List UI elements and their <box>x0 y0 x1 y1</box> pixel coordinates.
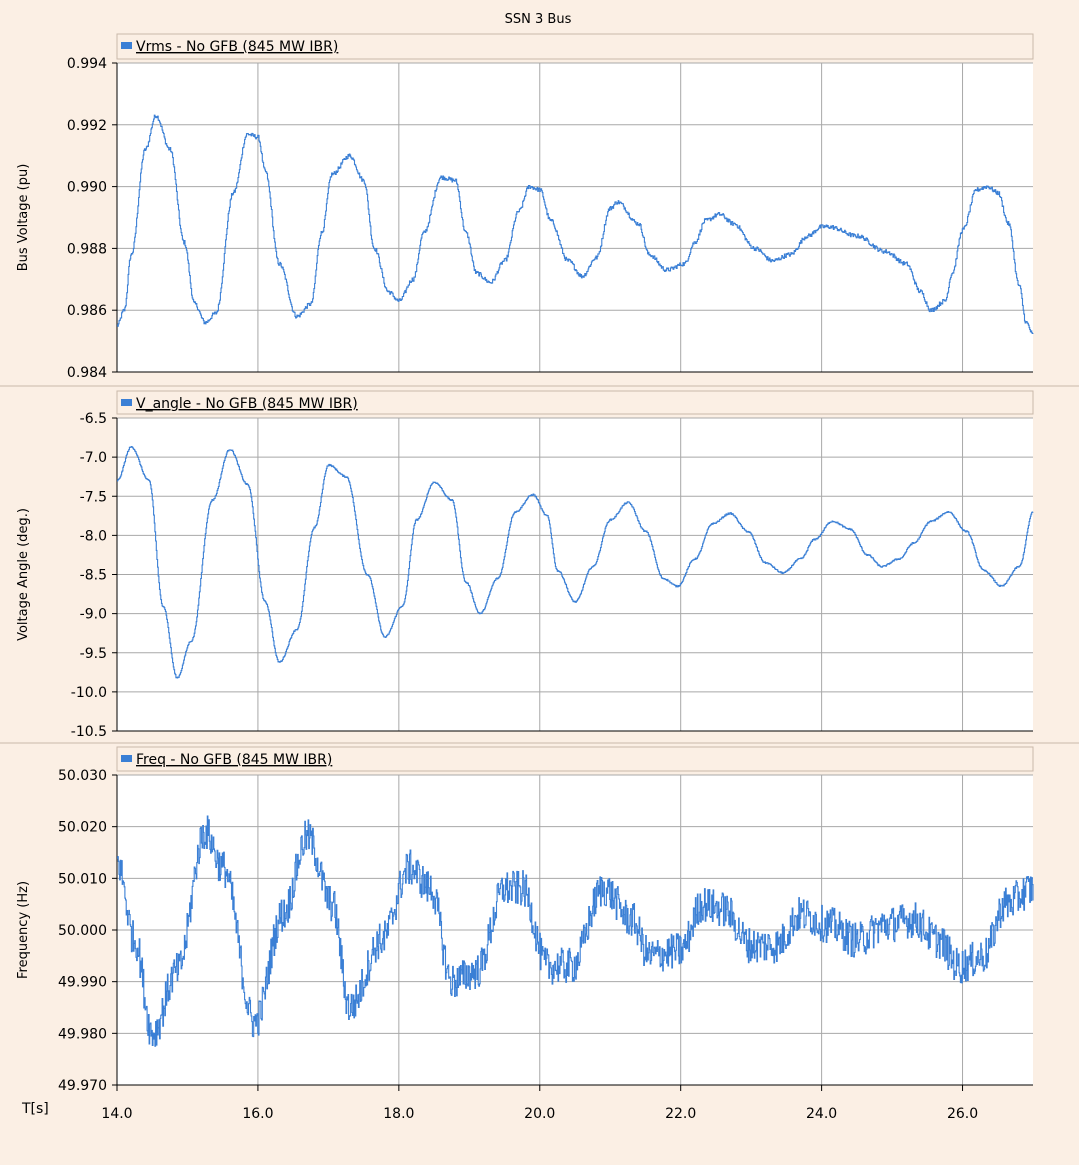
chart-panel-2: V_angle - No GFB (845 MW IBR) -6.5 -7.0 -7.… <box>16 390 1034 740</box>
y-tick-label: -9.0 <box>80 607 107 623</box>
y-tick-label: 0.986 <box>67 303 107 319</box>
plot-area <box>117 63 1033 372</box>
y-axis-label: Bus Voltage (pu) <box>16 164 31 272</box>
series-line <box>117 114 1034 335</box>
series-line <box>117 815 1034 1047</box>
y-tick-label: 0.992 <box>67 118 107 134</box>
y-tick-label: 50.000 <box>58 923 107 939</box>
y-tick-label: 50.030 <box>58 768 107 784</box>
y-tick-label: -8.5 <box>80 568 107 584</box>
y-tick-label: -10.5 <box>71 724 107 740</box>
chart-panel-3: Freq - No GFB (845 MW IBR) 50.030 50.020 50… <box>16 746 1034 1094</box>
legend-box <box>116 390 1034 415</box>
y-tick-label: 49.980 <box>58 1026 107 1042</box>
x-tick-label: 26.0 <box>947 1106 978 1122</box>
y-tick-label: -8.0 <box>80 528 107 544</box>
y-tick-label: 0.990 <box>67 180 107 196</box>
y-tick-label: 49.970 <box>58 1078 107 1094</box>
x-tick-label: 14.0 <box>101 1106 132 1122</box>
x-tick-label: 20.0 <box>524 1106 555 1122</box>
y-tick-label: 50.010 <box>58 871 107 887</box>
legend-swatch <box>121 399 132 406</box>
y-tick-label: -7.0 <box>80 450 107 466</box>
x-axis-label: T[s] <box>21 1101 49 1117</box>
series-line <box>117 446 1034 679</box>
y-tick-label: -7.5 <box>80 489 107 505</box>
y-tick-label: 0.988 <box>67 241 107 257</box>
legend-box <box>116 746 1034 772</box>
y-axis-label: Frequency (Hz) <box>16 881 31 979</box>
x-tick-label: 18.0 <box>383 1106 414 1122</box>
window-title: SSN 3 Bus <box>505 12 572 27</box>
legend-entry[interactable]: Freq - No GFB (845 MW IBR) <box>136 752 332 768</box>
legend-box <box>116 33 1034 60</box>
y-tick-label: -9.5 <box>80 646 107 662</box>
y-tick-label: -10.0 <box>71 685 107 701</box>
y-tick-label: 49.990 <box>58 975 107 991</box>
chart-panel-1: Vrms - No GFB (845 MW IBR) 0.994 0.992 0.99… <box>16 33 1034 381</box>
legend-swatch <box>121 755 132 762</box>
y-tick-label: 50.020 <box>58 820 107 836</box>
x-tick-label: 22.0 <box>665 1106 696 1122</box>
x-tick-label: 24.0 <box>806 1106 837 1122</box>
legend-entry[interactable]: V_angle - No GFB (845 MW IBR) <box>136 396 358 412</box>
y-tick-label: -6.5 <box>80 411 107 427</box>
legend-entry[interactable]: Vrms - No GFB (845 MW IBR) <box>136 39 338 55</box>
y-tick-label: 0.984 <box>67 365 107 381</box>
x-tick-label: 16.0 <box>242 1106 273 1122</box>
y-tick-label: 0.994 <box>67 56 107 72</box>
y-axis-label: Voltage Angle (deg.) <box>16 508 31 641</box>
legend-swatch <box>121 42 132 49</box>
